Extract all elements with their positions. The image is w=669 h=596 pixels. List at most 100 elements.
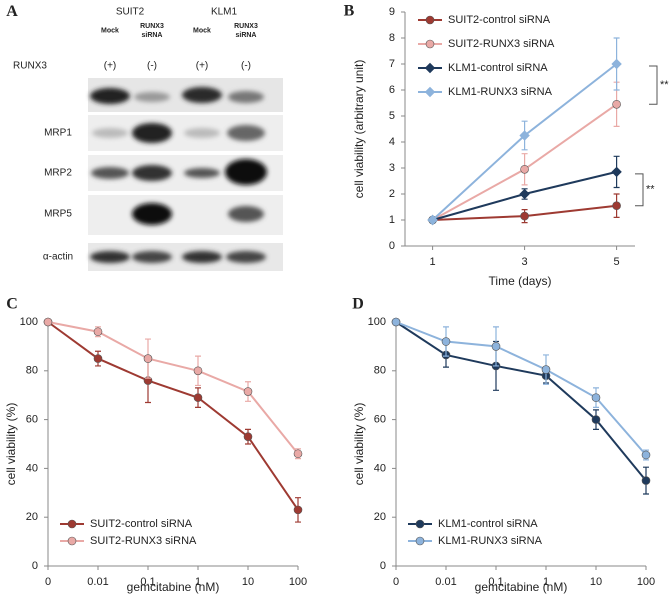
y-tick-label: 40 [374, 462, 386, 474]
y-tick-label: 0 [380, 560, 386, 572]
cell-line: SUIT2 [115, 6, 145, 18]
panel-label: B [344, 3, 355, 20]
data-point [293, 449, 303, 459]
series-line [47, 321, 299, 511]
data-point [591, 393, 601, 402]
annotation: ** [660, 79, 669, 91]
x-axis-label: gemcitabine (nM) [127, 580, 220, 594]
x-tick-label: 0.1 [140, 576, 155, 588]
x-tick-label: 3 [522, 256, 528, 268]
y-tick-label: 8 [389, 32, 395, 44]
data-point [611, 58, 622, 70]
data-point [520, 165, 529, 174]
panel-label: C [6, 296, 18, 313]
data-point [93, 354, 103, 363]
y-tick-label: 80 [374, 365, 386, 377]
status: (-) [241, 60, 251, 72]
x-tick-label: 1 [195, 576, 201, 588]
row-label: RUNX3 [13, 60, 47, 72]
y-tick-label: 100 [368, 316, 386, 328]
y-tick-label: 100 [20, 316, 38, 328]
x-tick-label: 0 [45, 576, 51, 588]
data-point [611, 166, 622, 178]
condition: Mock [193, 27, 211, 35]
legend-marker [424, 62, 436, 74]
x-axis-label: gemcitabine (nM) [475, 580, 568, 594]
legend-label: KLM1-RUNX3 siRNA [448, 86, 553, 98]
row-label: MRP1 [44, 127, 72, 139]
legend-label: SUIT2-control siRNA [448, 14, 551, 26]
data-point [93, 327, 103, 337]
cell-line: KLM1 [210, 6, 238, 18]
legend-marker [67, 536, 77, 546]
legend-label: KLM1-control siRNA [448, 62, 548, 74]
data-point [519, 130, 530, 141]
x-tick-label: 5 [614, 256, 620, 268]
data-point [143, 354, 153, 363]
data-point [491, 342, 501, 351]
data-point [293, 505, 303, 515]
legend-label: SUIT2-control siRNA [90, 518, 193, 530]
panel-label: A [6, 3, 18, 20]
y-tick-label: 1 [389, 214, 395, 226]
x-tick-label: 1 [430, 256, 436, 268]
y-tick-label: 80 [26, 365, 38, 377]
legend-marker [424, 86, 436, 98]
y-tick-label: 5 [389, 110, 395, 122]
series-line [47, 321, 299, 455]
x-tick-label: 0.01 [87, 576, 108, 588]
x-tick-label: 100 [637, 576, 655, 588]
data-point [641, 450, 651, 460]
data-point [391, 317, 401, 327]
status: (+) [195, 60, 209, 72]
row-label: MRP5 [44, 208, 72, 220]
data-point [520, 211, 529, 221]
series-line [395, 321, 647, 456]
y-tick-label: 0 [389, 240, 395, 252]
x-tick-label: 10 [590, 576, 602, 588]
annotation: ** [646, 184, 655, 196]
data-point [612, 100, 621, 109]
x-tick-label: 1 [543, 576, 549, 588]
y-tick-label: 9 [389, 6, 395, 18]
y-tick-label: 7 [389, 58, 395, 70]
x-tick-label: 10 [242, 576, 254, 588]
significance-bracket [649, 65, 658, 105]
data-point [612, 201, 621, 210]
row-label: α-actin [42, 251, 74, 263]
y-axis-label: cell viability (arbitrary unit) [352, 60, 366, 199]
x-tick-label: 100 [289, 576, 307, 588]
data-point [193, 393, 203, 402]
y-tick-label: 60 [26, 414, 38, 426]
y-tick-label: 40 [26, 462, 38, 474]
legend-marker [415, 519, 425, 529]
y-tick-label: 6 [389, 84, 395, 96]
y-axis-label: cell viability (%) [352, 403, 366, 486]
legend-label: KLM1-control siRNA [438, 518, 538, 530]
condition: RUNX3 siRNA [140, 23, 164, 39]
y-tick-label: 60 [374, 414, 386, 426]
data-point [243, 432, 253, 441]
western-blot [88, 78, 283, 271]
data-point [441, 337, 451, 346]
x-tick-label: 0.01 [435, 576, 456, 588]
y-tick-label: 20 [374, 511, 386, 523]
y-tick-label: 3 [389, 162, 395, 174]
data-point [193, 366, 203, 376]
condition: RUNX3 siRNA [234, 23, 258, 39]
legend-label: KLM1-RUNX3 siRNA [438, 535, 543, 547]
data-point [541, 365, 551, 374]
status: (+) [103, 60, 117, 72]
y-axis-label: cell viability (%) [4, 403, 18, 486]
status: (-) [147, 60, 157, 72]
y-tick-label: 20 [26, 511, 38, 523]
y-tick-label: 2 [389, 188, 395, 200]
legend-marker [425, 39, 435, 49]
x-tick-label: 0.1 [488, 576, 503, 588]
data-point [591, 415, 601, 424]
panel-label: D [352, 296, 364, 313]
data-point [427, 214, 438, 226]
y-tick-label: 0 [32, 560, 38, 572]
